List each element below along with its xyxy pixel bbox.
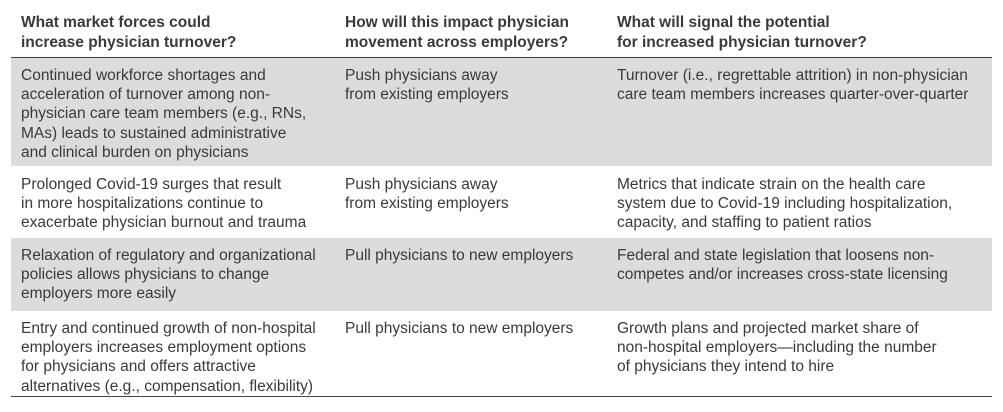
cell-line: Metrics that indicate strain on the heal… [617, 176, 926, 193]
cell-line: capacity, and staffing to patient ratios [617, 214, 872, 232]
header-line: What will signal the potential [617, 14, 830, 31]
impact-cell: Pull physicians to new employers [334, 311, 606, 396]
cell-line: Pull physicians to new employers [345, 320, 574, 337]
signal-cell: Metrics that indicate strain on the heal… [606, 167, 992, 238]
table-row: Entry and continued growth of non-hospit… [11, 311, 992, 396]
cell-line: acceleration of turnover among non- [21, 86, 271, 104]
cell-line: Relaxation of regulatory and organizatio… [21, 247, 316, 264]
cell-line: Growth plans and projected market share … [617, 320, 919, 337]
table-row: Prolonged Covid-19 surges that result in… [11, 166, 992, 238]
header-line: increase physician turnover? [21, 33, 237, 51]
impact-cell: Pull physicians to new employers [334, 238, 606, 311]
signal-cell: Federal and state legislation that loose… [606, 238, 992, 311]
cell-line: physician care team members (e.g., RNs, [21, 105, 307, 123]
cell-line: competes and/or increases cross-state li… [617, 266, 948, 284]
cell-line: from existing employers [345, 195, 509, 213]
signal-cell: Turnover (i.e., regrettable attrition) i… [606, 58, 992, 166]
cell-line: Prolonged Covid-19 surges that result [21, 176, 282, 193]
cell-line: Pull physicians to new employers [345, 247, 574, 264]
cell-line: employers increases employment options [21, 339, 307, 357]
cell-line: from existing employers [345, 86, 509, 104]
cell-line: MAs) leads to sustained administrative [21, 124, 287, 142]
header-market-forces: What market forces could increase physic… [11, 8, 334, 57]
cell-line: in more hospitalizations continue to [21, 195, 264, 213]
table-header: What market forces could increase physic… [11, 8, 992, 58]
force-cell: Prolonged Covid-19 surges that result in… [11, 167, 334, 238]
cell-line: Push physicians away [345, 67, 498, 84]
cell-line: non-hospital employers—including the num… [617, 339, 937, 357]
header-line: What market forces could [21, 14, 211, 31]
header-line: movement across employers? [345, 33, 569, 51]
cell-line: Push physicians away [345, 176, 498, 193]
signal-cell: Growth plans and projected market share … [606, 311, 992, 396]
impact-cell: Push physicians away from existing emplo… [334, 58, 606, 166]
force-cell: Relaxation of regulatory and organizatio… [11, 238, 334, 311]
turnover-table: What market forces could increase physic… [11, 8, 992, 397]
cell-line: and clinical burden on physicians [21, 143, 249, 161]
cell-line: of physicians they intend to hire [617, 358, 835, 376]
cell-line: care team members increases quarter-over… [617, 86, 969, 104]
header-line: for increased physician turnover? [617, 33, 867, 51]
cell-line: Turnover (i.e., regrettable attrition) i… [617, 67, 968, 84]
cell-line: exacerbate physician burnout and trauma [21, 214, 307, 232]
header-signal: What will signal the potential for incre… [606, 8, 992, 57]
cell-line: Federal and state legislation that loose… [617, 247, 935, 264]
impact-cell: Push physicians away from existing emplo… [334, 167, 606, 238]
cell-line: Entry and continued growth of non-hospit… [21, 320, 316, 337]
force-cell: Continued workforce shortages and accele… [11, 58, 334, 166]
cell-line: alternatives (e.g., compensation, flexib… [21, 377, 314, 395]
table-row: Relaxation of regulatory and organizatio… [11, 238, 992, 311]
cell-line: Continued workforce shortages and [21, 67, 266, 84]
header-line: How will this impact physician [345, 14, 569, 31]
table-row: Continued workforce shortages and accele… [11, 58, 992, 166]
cell-line: system due to Covid-19 including hospita… [617, 195, 953, 213]
cell-line: for physicians and offers attractive [21, 358, 256, 376]
table-bottom-rule [11, 396, 992, 397]
force-cell: Entry and continued growth of non-hospit… [11, 311, 334, 396]
cell-line: employers more easily [21, 285, 177, 303]
cell-line: policies allows physicians to change [21, 266, 270, 284]
header-impact: How will this impact physician movement … [334, 8, 606, 57]
